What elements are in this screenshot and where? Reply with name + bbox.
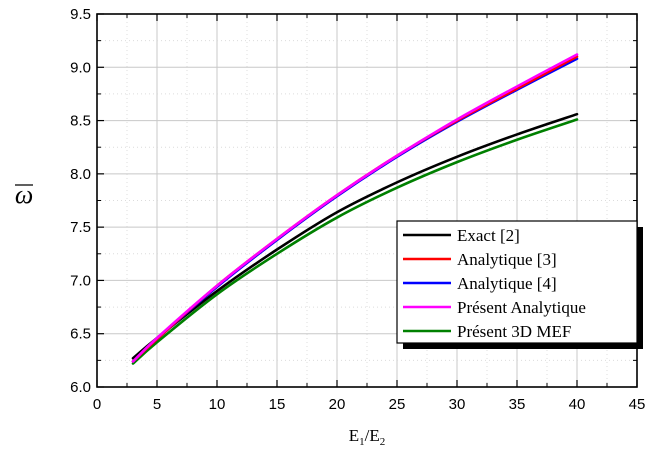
x-tick-label: 35 [509, 396, 526, 413]
x-tick-label: 10 [209, 396, 226, 413]
y-tick-label: 7.0 [70, 272, 91, 289]
y-tick-label: 6.5 [70, 326, 91, 343]
legend-label: Analytique [3] [457, 250, 557, 269]
x-tick-label: 0 [93, 396, 101, 413]
y-tick-label: 8.0 [70, 166, 91, 183]
y-tick-label: 6.0 [70, 379, 91, 396]
x-axis-title-sep: /E [365, 426, 380, 445]
legend-items: Exact [2] Analytique [3] Analytique [4] Pré… [403, 226, 586, 341]
x-axis-title-sub2: 2 [380, 436, 386, 448]
y-tick-label: 7.5 [70, 219, 91, 236]
series-line [131, 118, 579, 365]
y-tick-label: 9.5 [70, 6, 91, 23]
y-axis-title-text: ω [15, 180, 33, 209]
legend-label: Analytique [4] [457, 274, 557, 293]
legend-label: Présent 3D MEF [457, 322, 571, 341]
series-lines [131, 53, 579, 365]
x-tick-label: 40 [569, 396, 586, 413]
x-tick-label: 20 [329, 396, 346, 413]
legend: Exact [2] Analytique [3] Analytique [4] Pré… [396, 220, 643, 349]
y-tick-label: 9.0 [70, 59, 91, 76]
x-tick-label: 25 [389, 396, 406, 413]
x-tick-labels: 0 5 10 15 20 25 30 35 40 45 [93, 396, 646, 413]
x-tick-label: 45 [629, 396, 646, 413]
legend-label: Présent Analytique [457, 298, 586, 317]
series-line [131, 53, 579, 363]
x-tick-label: 5 [153, 396, 161, 413]
legend-label: Exact [2] [457, 226, 520, 245]
x-axis-title: E1/E2 [349, 426, 386, 448]
x-axis-title-sub1: 1 [359, 436, 365, 448]
y-tick-labels: 6.0 6.5 7.0 7.5 8.0 8.5 9.0 9.5 [70, 6, 91, 396]
plot-frame [96, 13, 638, 388]
y-axis-title: ω [15, 180, 33, 209]
x-axis-title-base: E [349, 426, 359, 445]
x-tick-label: 15 [269, 396, 286, 413]
y-tick-label: 8.5 [70, 113, 91, 130]
x-tick-label: 30 [449, 396, 466, 413]
